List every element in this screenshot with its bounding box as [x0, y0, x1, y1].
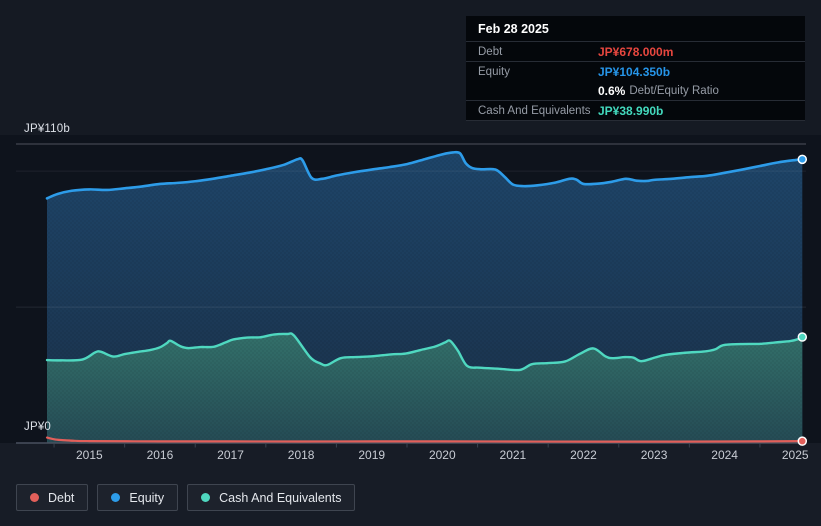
legend-debt-label: Debt: [48, 490, 75, 505]
tooltip-debt-label: Debt: [478, 45, 503, 58]
y-axis-label-max: JP¥110b: [24, 123, 70, 135]
tooltip-cash-label: Cash And Equivalents: [478, 104, 591, 117]
x-axis-label-2020: 2020: [429, 448, 456, 462]
x-axis-label-2019: 2019: [358, 448, 385, 462]
x-axis-label-2024: 2024: [711, 448, 738, 462]
legend-item-debt[interactable]: Debt: [16, 484, 89, 511]
x-axis-label-2022: 2022: [570, 448, 597, 462]
debt-endpoint-marker: [797, 436, 808, 446]
debt-equity-history-chart[interactable]: 2015 2016 2017 2018 2019 2020 2021 2022 2023 2024…: [0, 0, 821, 470]
tooltip-row-cash: Cash And Equivalents JP¥38.990b: [466, 101, 805, 121]
x-axis-label-2015: 2015: [76, 448, 103, 462]
y-axis-label-zero: JP¥0: [24, 421, 52, 433]
halftone-texture: [47, 152, 803, 443]
cash-endpoint-marker: [797, 332, 808, 342]
debt-series-dot-icon: [30, 493, 39, 502]
x-axis-label-2025: 2025: [782, 448, 809, 462]
tooltip-equity-label: Equity: [478, 65, 510, 78]
x-axis-label-2023: 2023: [641, 448, 668, 462]
debt-line: [45, 436, 804, 443]
legend-item-cash[interactable]: Cash And Equivalents: [187, 484, 356, 511]
x-axis-label-2017: 2017: [217, 448, 244, 462]
cash-line: [45, 332, 804, 372]
legend-equity-label: Equity: [129, 490, 165, 505]
legend-cash-label: Cash And Equivalents: [219, 490, 342, 505]
x-axis-label-2021: 2021: [500, 448, 527, 462]
x-axis-label-2016: 2016: [147, 448, 174, 462]
legend-item-equity[interactable]: Equity: [97, 484, 179, 511]
tooltip-ratio-value: 0.6%: [598, 83, 626, 98]
chart-legend: Debt Equity Cash And Equivalents: [16, 484, 356, 511]
tooltip-equity-value: JP¥104.350b: [598, 64, 671, 79]
tooltip-debt-value: JP¥678.000m: [598, 44, 674, 59]
tooltip-row-ratio: 0.6% Debt/Equity Ratio: [466, 81, 805, 101]
cash-series-dot-icon: [201, 493, 211, 502]
x-axis-label-2018: 2018: [288, 448, 315, 462]
tooltip-cash-value: JP¥38.990b: [598, 103, 664, 118]
tooltip-row-debt: Debt JP¥678.000m: [466, 42, 805, 62]
chart-tooltip: Feb 28 2025 Debt JP¥678.000m Equity JP¥1…: [466, 16, 805, 121]
tooltip-row-equity: Equity JP¥104.350b: [466, 62, 805, 81]
equity-line: [45, 150, 804, 200]
equity-endpoint-marker: [797, 154, 808, 165]
tooltip-ratio-label: Debt/Equity Ratio: [629, 84, 719, 97]
equity-series-dot-icon: [111, 493, 121, 502]
tooltip-date: Feb 28 2025: [466, 16, 805, 42]
